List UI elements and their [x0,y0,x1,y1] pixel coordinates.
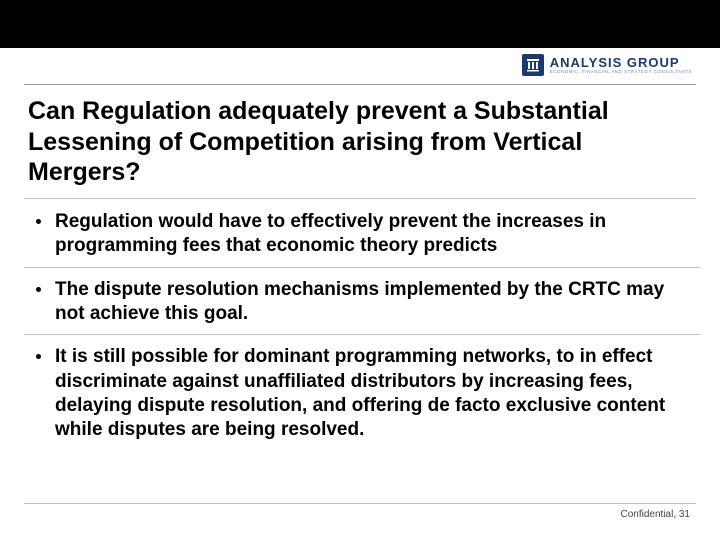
bullet-text: It is still possible for dominant progra… [55,345,692,442]
footer: Confidential, 31 [621,509,691,520]
brand-tagline: ECONOMIC, FINANCIAL AND STRATEGY CONSULT… [550,70,692,75]
bullet-icon [36,287,41,292]
bullet-divider [24,334,700,335]
brand-logo: ANALYSIS GROUP ECONOMIC, FINANCIAL AND S… [522,54,692,76]
list-item: It is still possible for dominant progra… [36,345,692,442]
footer-label: Confidential, [621,509,677,520]
list-item: The dispute resolution mechanisms implem… [36,278,692,327]
slide-title: Can Regulation adequately prevent a Subs… [28,96,692,188]
pillar-icon [522,54,544,76]
page-number: 31 [679,509,690,520]
brand-text-wrap: ANALYSIS GROUP ECONOMIC, FINANCIAL AND S… [550,56,692,75]
bullet-icon [36,354,41,359]
bullet-list: Regulation would have to effectively pre… [36,210,692,451]
top-bar [0,0,720,48]
bullet-icon [36,219,41,224]
bullet-text: The dispute resolution mechanisms implem… [55,278,692,327]
slide-container: ANALYSIS GROUP ECONOMIC, FINANCIAL AND S… [0,0,720,540]
header-divider [24,84,696,85]
footer-divider [24,503,696,504]
title-divider [24,198,696,199]
brand-name: ANALYSIS GROUP [550,56,692,69]
list-item: Regulation would have to effectively pre… [36,210,692,259]
bullet-text: Regulation would have to effectively pre… [55,210,692,259]
bullet-divider [24,267,700,268]
